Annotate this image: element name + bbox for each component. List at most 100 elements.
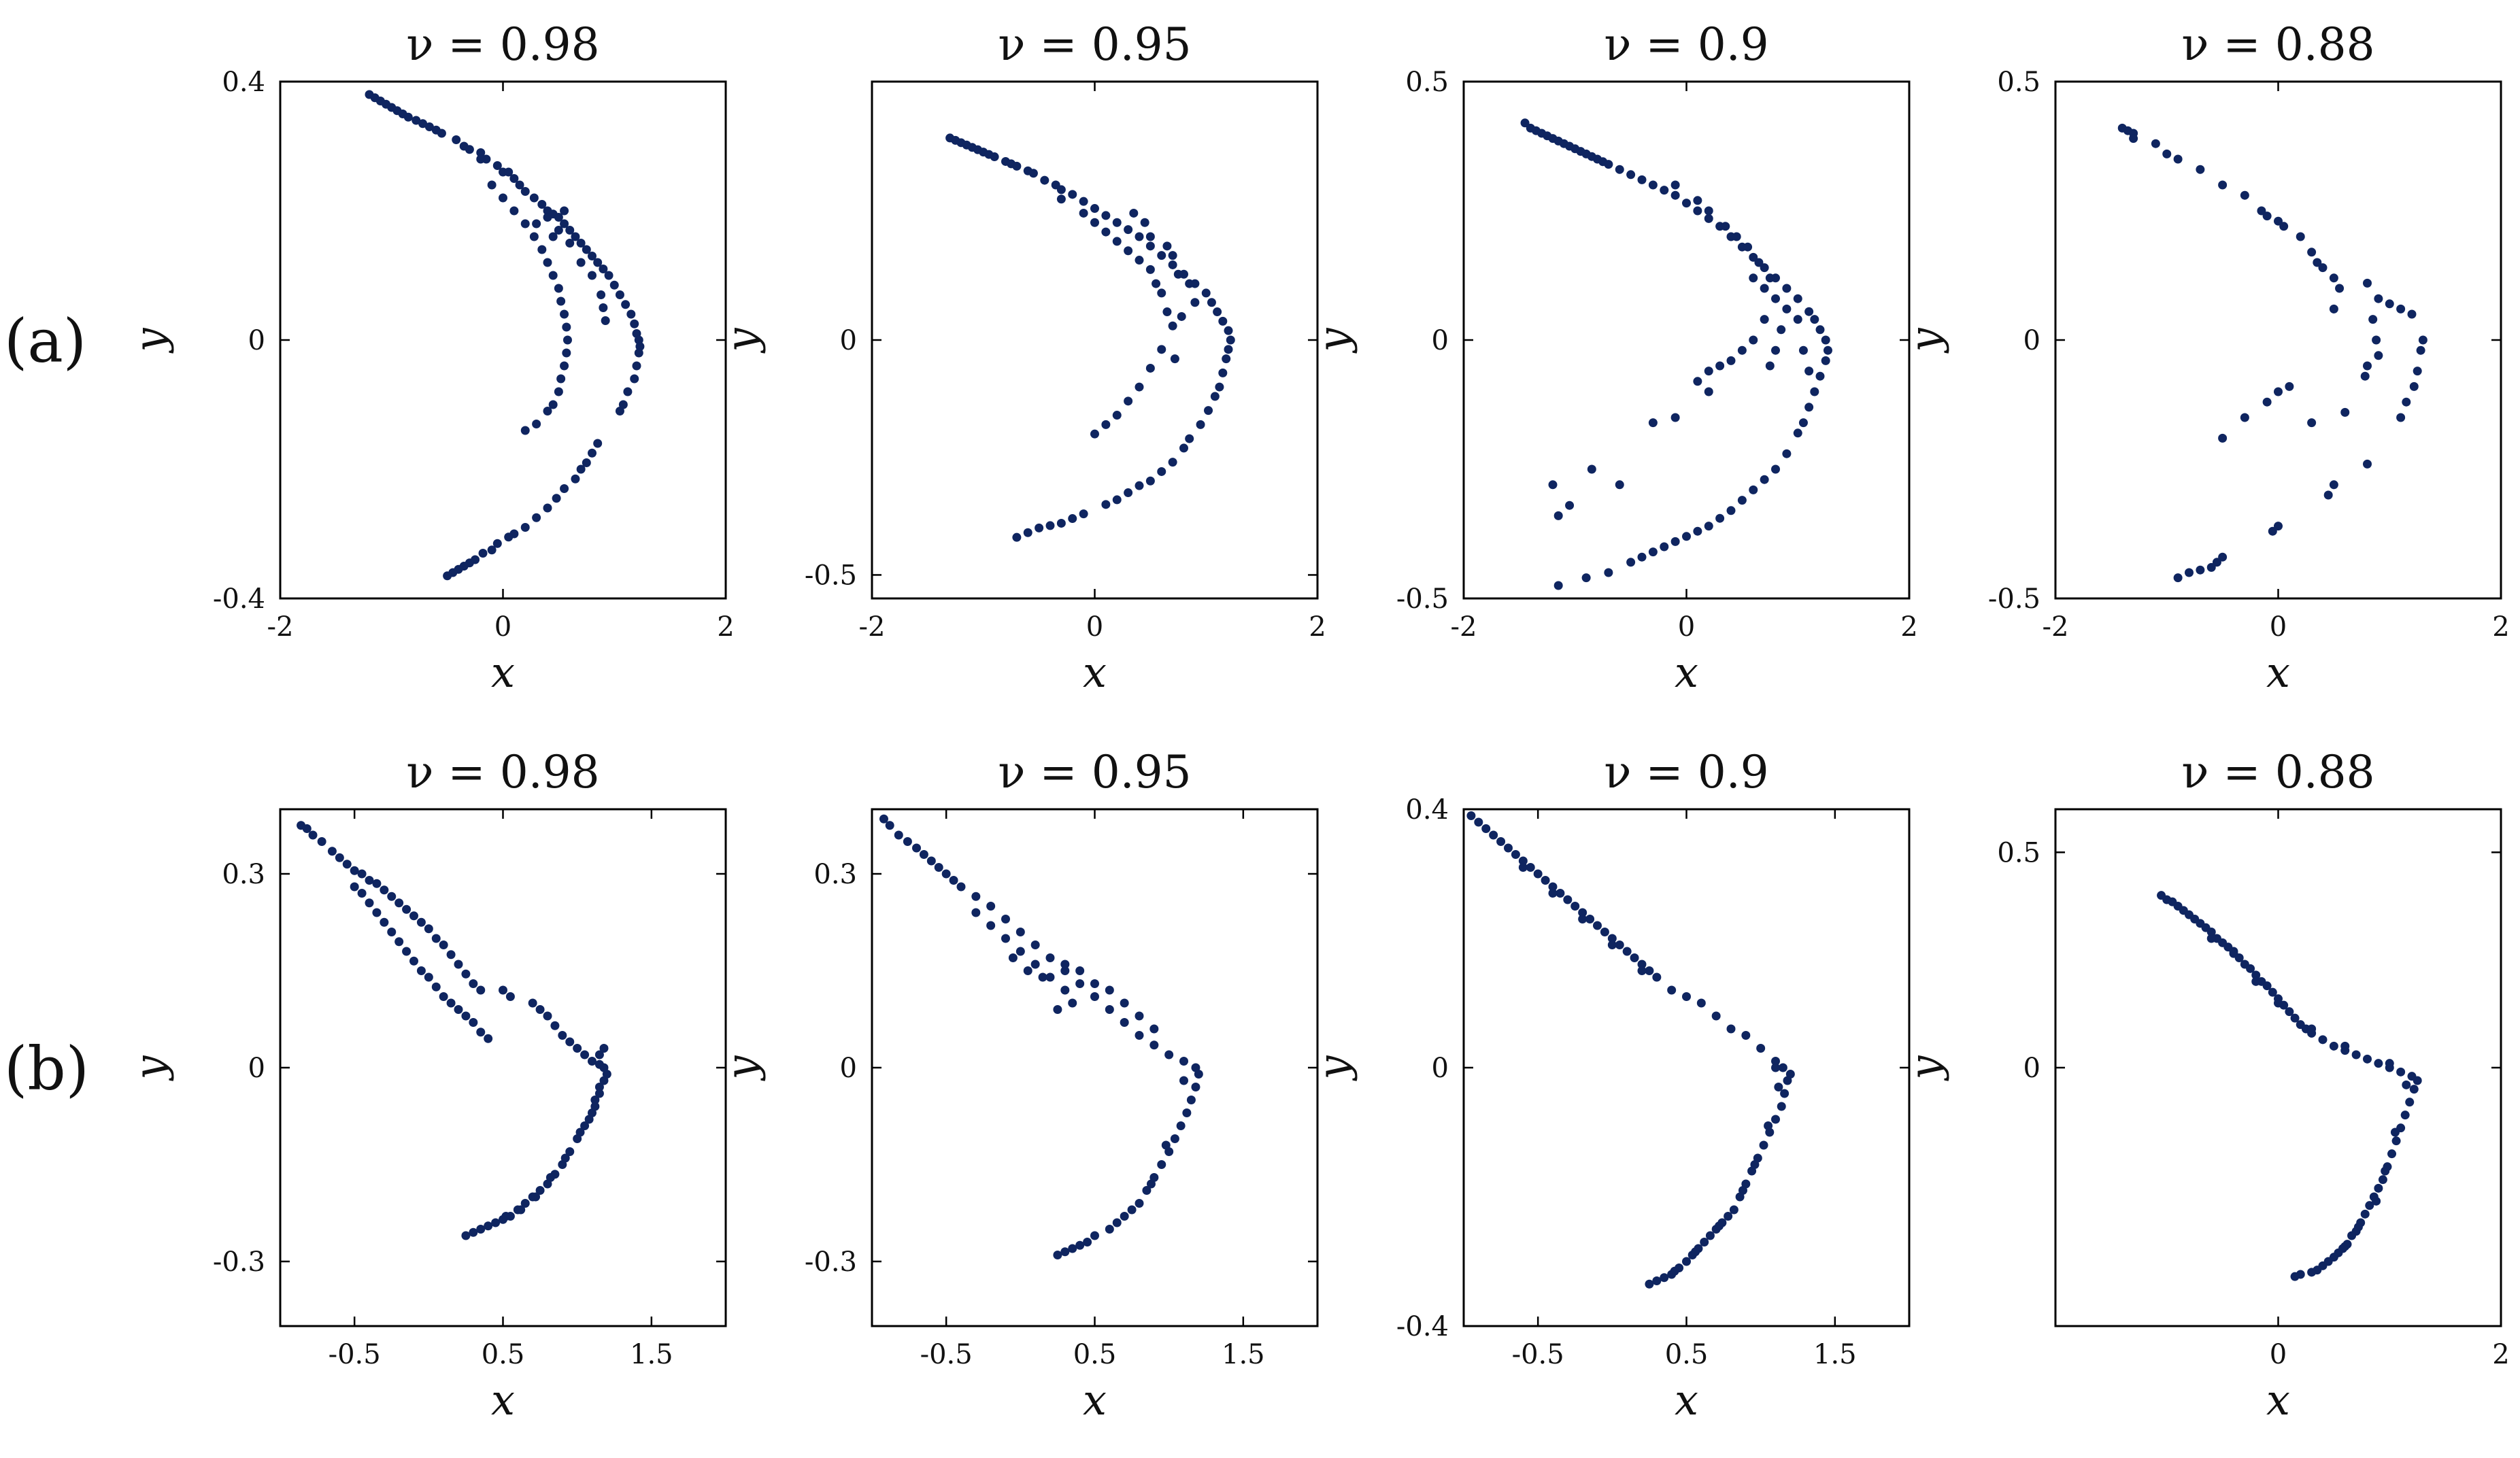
scatter-point <box>2234 953 2244 962</box>
scatter-point <box>565 226 575 235</box>
scatter-point <box>469 1018 478 1027</box>
scatter-point <box>1007 159 1016 169</box>
scatter-point <box>2374 294 2383 303</box>
scatter-point <box>1028 169 1038 178</box>
scatter-point <box>387 892 397 901</box>
scatter-point <box>885 821 894 830</box>
scatter-point <box>1170 354 1179 364</box>
x-axis-label: x <box>491 1375 515 1425</box>
scatter-point <box>504 167 514 177</box>
scatter-point <box>317 837 326 846</box>
scatter-point <box>1578 908 1587 917</box>
scatter-point <box>1749 273 1758 283</box>
row-label-b: (b) <box>4 1034 89 1104</box>
plot-frame <box>279 80 727 600</box>
y-axis-label: y <box>1900 328 1950 354</box>
scatter-point <box>1756 1044 1766 1053</box>
scatter-point <box>1191 1063 1200 1072</box>
scatter-point <box>1168 251 1177 260</box>
scatter-point <box>1190 298 1200 307</box>
scatter-point <box>370 93 380 103</box>
scatter-point <box>380 885 389 895</box>
scatter-point <box>1120 1018 1129 1027</box>
scatter-point <box>2374 1183 2383 1193</box>
scatter-point <box>2396 1123 2406 1133</box>
scatter-point <box>599 1063 609 1072</box>
scatter-point <box>1743 242 1753 252</box>
x-tick-label: 0 <box>1086 611 1103 643</box>
scatter-point <box>2365 1201 2374 1210</box>
scatter-point <box>2351 1227 2361 1236</box>
scatter-point <box>2405 1098 2415 1107</box>
scatter-point <box>1777 325 1786 335</box>
scatter-point <box>1068 998 1077 1008</box>
scatter-point <box>2363 278 2372 288</box>
x-tick-label: -2 <box>1451 611 1477 643</box>
scatter-point <box>573 1134 582 1143</box>
scatter-point <box>1682 199 1691 208</box>
scatter-point <box>2251 970 2261 980</box>
scatter-point <box>1210 392 1220 401</box>
scatter-point <box>1053 1251 1062 1259</box>
scatter-point <box>537 245 547 254</box>
scatter-point <box>2179 906 2188 915</box>
scatter-point <box>1626 558 1636 567</box>
scatter-point <box>1726 232 1736 241</box>
scatter-point <box>1179 269 1188 279</box>
scatter-point <box>1030 940 1040 949</box>
scatter-point <box>1176 1121 1186 1130</box>
scatter-point <box>1750 1160 1760 1169</box>
scatter-point <box>1040 175 1049 185</box>
scatter-point <box>590 1096 600 1104</box>
scatter-point <box>529 193 539 203</box>
scatter-point <box>1140 218 1149 227</box>
scatter-point <box>1754 258 1764 267</box>
scatter-point <box>492 161 502 170</box>
scatter-point <box>2368 315 2378 324</box>
scatter-point <box>1224 345 1233 354</box>
scatter-point <box>584 1115 594 1124</box>
scatter-point <box>403 112 413 122</box>
scatter-point <box>1548 882 1558 892</box>
scatter-point <box>1760 263 1769 273</box>
y-tick-label: -0.5 <box>1988 583 2040 615</box>
scatter-point <box>571 232 580 241</box>
scatter-point <box>439 940 448 949</box>
scatter-point <box>2402 397 2411 407</box>
scatter-point <box>1749 335 1758 345</box>
scatter-point <box>597 290 606 299</box>
scatter-point <box>454 960 463 969</box>
x-tick-label: -2 <box>267 611 294 643</box>
scatter-point <box>2387 1149 2397 1159</box>
scatter-point <box>1090 992 1099 1001</box>
scatter-point <box>1737 242 1747 252</box>
scatter-point <box>2246 964 2255 973</box>
scatter-point <box>394 898 404 908</box>
scatter-point <box>2416 345 2425 355</box>
scatter-point <box>1576 147 1585 156</box>
scatter-point <box>1693 196 1702 205</box>
scatter-point <box>509 529 519 539</box>
scatter-point <box>1711 1011 1721 1021</box>
scatter-point <box>565 1147 575 1156</box>
scatter-point <box>1124 246 1133 256</box>
scatter-point <box>418 119 428 129</box>
scatter-point <box>1083 1238 1092 1247</box>
scatter-point <box>520 1199 530 1208</box>
scatter-point <box>476 154 486 164</box>
scatter-point <box>903 837 912 846</box>
x-tick-label: -2 <box>2043 611 2069 643</box>
scatter-point <box>2351 1050 2361 1059</box>
x-tick-label: 1.5 <box>1813 1339 1857 1370</box>
scatter-point <box>1179 1057 1188 1066</box>
scatter-point <box>1771 1115 1780 1124</box>
scatter-point <box>1774 1083 1783 1091</box>
y-tick-label: -0.3 <box>805 1247 857 1278</box>
scatter-point <box>1012 161 1022 171</box>
scatter-point <box>615 407 624 416</box>
scatter-point <box>528 1192 537 1202</box>
scatter-point <box>1682 992 1691 1001</box>
scatter-point <box>1182 1108 1192 1117</box>
scatter-point <box>1578 915 1587 923</box>
